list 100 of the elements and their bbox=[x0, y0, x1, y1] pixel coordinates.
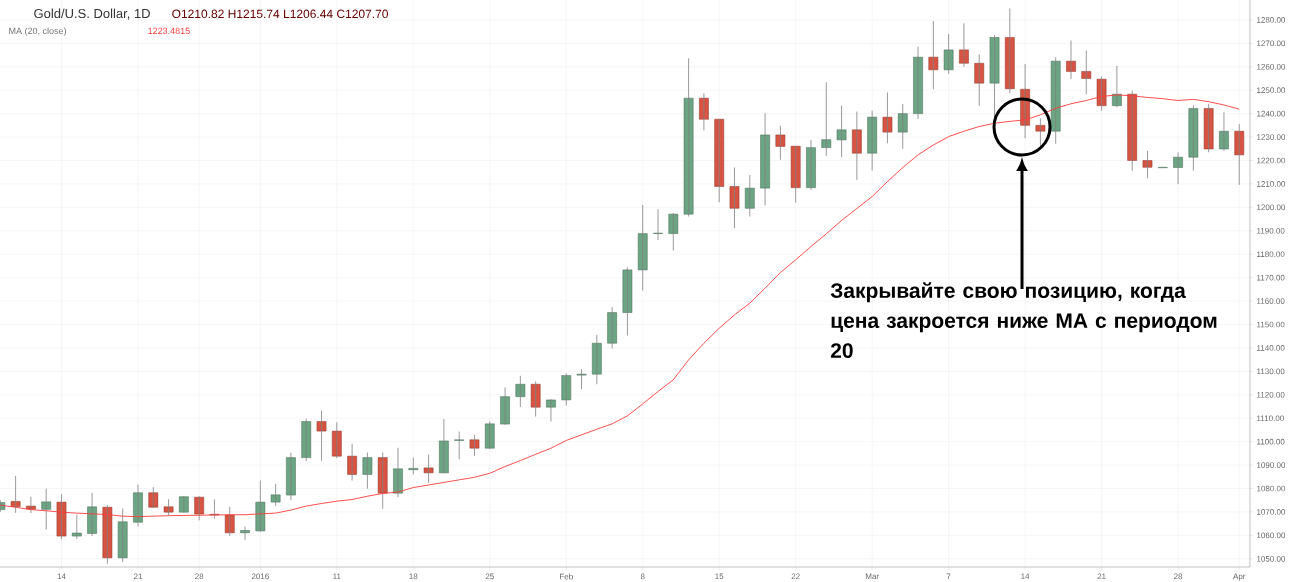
candlestick bbox=[1050, 56, 1061, 145]
y-tick-label: 1220.00 bbox=[1257, 157, 1286, 164]
candlestick bbox=[530, 381, 541, 417]
candlestick bbox=[653, 208, 663, 241]
x-tick-label: 28 bbox=[195, 573, 204, 580]
candlestick bbox=[10, 475, 21, 514]
x-tick-label: 11 bbox=[333, 573, 341, 580]
x-tick-label: 8 bbox=[640, 573, 645, 580]
x-tick-label: 15 bbox=[715, 573, 724, 580]
y-tick-label: 1250.00 bbox=[1257, 87, 1286, 94]
y-tick-label: 1130.00 bbox=[1257, 368, 1285, 375]
candlestick bbox=[117, 508, 128, 563]
y-tick-label: 1110.00 bbox=[1257, 415, 1284, 422]
x-tick-label: 18 bbox=[409, 573, 418, 580]
x-tick-label: Mar bbox=[865, 573, 879, 580]
x-tick-label: Apr bbox=[1233, 573, 1246, 581]
x-tick-label: 22 bbox=[791, 573, 800, 580]
x-tick-label: 21 bbox=[133, 573, 143, 580]
text: O1210.82 H1215.74 L1206.44 C1207.70 bbox=[172, 9, 388, 19]
candlestick bbox=[1035, 117, 1046, 147]
candlestick bbox=[592, 334, 602, 385]
candlestick bbox=[897, 103, 908, 150]
candlestick bbox=[882, 92, 893, 144]
candlestick bbox=[1096, 76, 1107, 112]
y-tick-label: 1070.00 bbox=[1257, 509, 1286, 515]
candlestick bbox=[714, 118, 725, 203]
y-tick-label: 1230.00 bbox=[1257, 134, 1286, 140]
y-tick-label: 1180.00 bbox=[1257, 251, 1285, 258]
candlestick bbox=[270, 483, 281, 507]
candlestick bbox=[515, 375, 526, 408]
candlestick bbox=[163, 498, 174, 516]
y-tick-label: 1140.00 bbox=[1257, 345, 1285, 351]
x-tick-label: Feb bbox=[560, 573, 573, 580]
candlestick bbox=[362, 452, 373, 490]
y-tick-label: 1200.00 bbox=[1257, 204, 1286, 211]
x-tick-label: 25 bbox=[485, 573, 494, 580]
candlestick bbox=[622, 266, 633, 336]
y-tick-label: 1050.00 bbox=[1257, 555, 1286, 562]
y-tick-label: 1120.00 bbox=[1257, 391, 1285, 398]
x-tick-label: 14 bbox=[57, 573, 66, 580]
x-tick-label: 14 bbox=[1021, 573, 1030, 580]
x-tick-label: 2016 bbox=[251, 573, 269, 580]
candlestick bbox=[469, 434, 480, 457]
x-tick-label: 7 bbox=[946, 573, 951, 580]
candlestick bbox=[194, 495, 204, 521]
annotation: 1223.4815 bbox=[148, 27, 190, 35]
candlestick bbox=[41, 488, 52, 530]
y-tick-label: 1150.00 bbox=[1257, 321, 1285, 328]
candlestick bbox=[821, 81, 832, 157]
candlestick bbox=[1142, 150, 1153, 179]
candlestick bbox=[224, 506, 235, 537]
candlestick bbox=[1234, 123, 1245, 186]
y-tick-label: 1190.00 bbox=[1257, 227, 1285, 234]
candlestick bbox=[744, 174, 755, 217]
candlestick bbox=[775, 125, 786, 161]
y-tick-label: 1240.00 bbox=[1257, 110, 1286, 117]
x-tick-label: 28 bbox=[1174, 573, 1183, 580]
candlestick bbox=[408, 457, 419, 475]
candlestick bbox=[561, 372, 572, 406]
candlestick bbox=[148, 486, 159, 509]
candlestick bbox=[1203, 103, 1214, 153]
candlestick bbox=[331, 421, 342, 459]
candlestick bbox=[1188, 104, 1199, 171]
candlestick bbox=[301, 418, 312, 462]
candlestick bbox=[102, 504, 113, 565]
y-tick-label: 1160.00 bbox=[1257, 298, 1285, 304]
y-tick-label: 1090.00 bbox=[1257, 462, 1286, 468]
y-tick-label: 1280.00 bbox=[1257, 17, 1286, 23]
candlestick bbox=[1066, 40, 1076, 80]
y-tick-label: 1170.00 bbox=[1257, 274, 1285, 281]
candlestick bbox=[1127, 90, 1138, 171]
candlestick bbox=[683, 57, 694, 217]
candlestick bbox=[836, 105, 847, 158]
candlestick bbox=[974, 53, 985, 107]
candlestick bbox=[546, 398, 556, 422]
candlestick bbox=[943, 33, 954, 75]
candlestick bbox=[928, 20, 939, 90]
candlestick bbox=[1004, 8, 1015, 94]
candlestick bbox=[71, 514, 82, 540]
candlestick bbox=[484, 421, 495, 450]
candlestick bbox=[867, 110, 877, 171]
candlestick bbox=[316, 410, 327, 462]
x-tick-label: 21 bbox=[1097, 573, 1106, 580]
y-tick-label: 1270.00 bbox=[1257, 40, 1286, 47]
candlestick bbox=[959, 23, 969, 68]
y-tick-label: 1060.00 bbox=[1257, 532, 1286, 539]
y-tick-label: 1210.00 bbox=[1257, 181, 1286, 187]
candlestick bbox=[668, 212, 679, 251]
candlestick bbox=[790, 145, 801, 204]
annotation: Закрывайте свою позицию, когда цена закроется ниже MA с периодом 20 bbox=[830, 282, 1217, 359]
candlestick bbox=[423, 454, 434, 484]
candlestick bbox=[729, 167, 740, 229]
candlestick bbox=[454, 431, 465, 460]
candlestick bbox=[576, 368, 587, 390]
candlestick bbox=[56, 493, 67, 540]
y-tick-label: 1080.00 bbox=[1257, 485, 1286, 492]
text: Gold/U.S. Dollar, 1D bbox=[34, 8, 150, 20]
text: MA (20, close) bbox=[9, 27, 66, 36]
candlestick bbox=[1081, 50, 1092, 95]
y-tick-label: 1100.00 bbox=[1257, 438, 1285, 445]
